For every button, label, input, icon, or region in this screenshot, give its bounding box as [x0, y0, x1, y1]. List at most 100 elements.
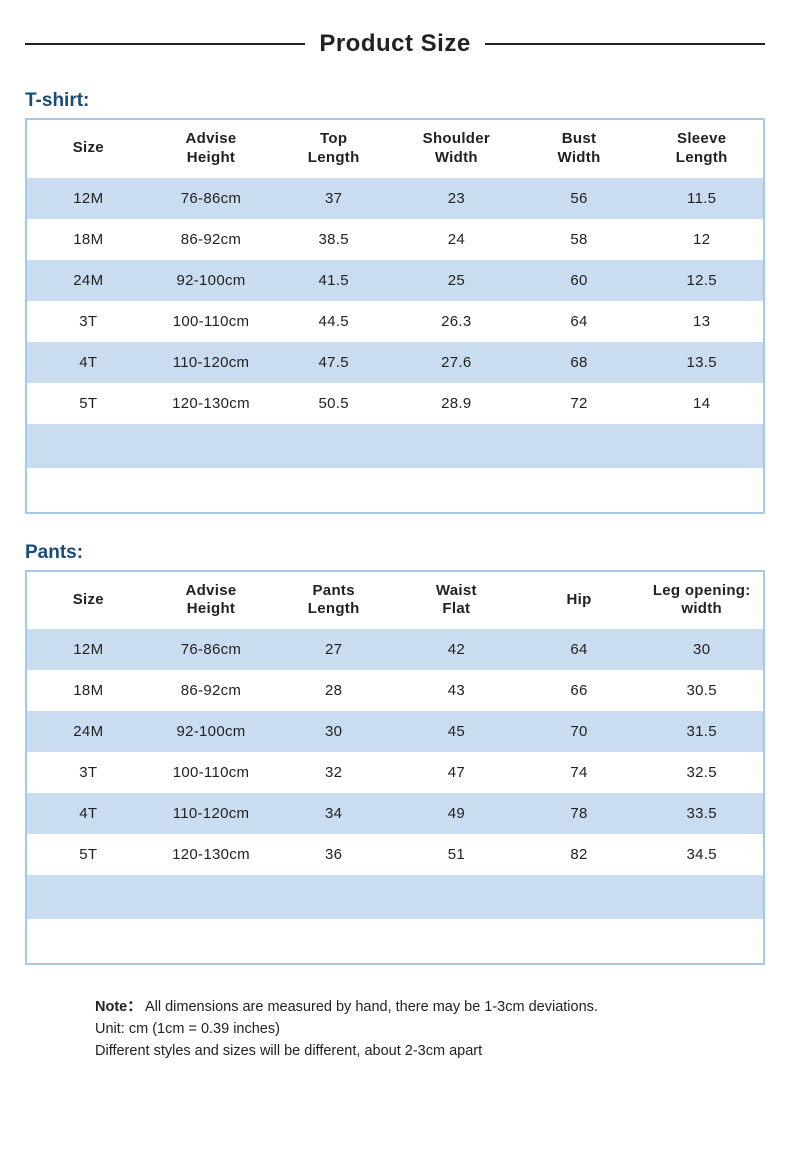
table-cell: 12M	[27, 178, 150, 219]
table-cell: 33.5	[640, 793, 763, 834]
table-cell: 24M	[27, 711, 150, 752]
table-cell: 31.5	[640, 711, 763, 752]
table-cell: 28	[272, 670, 395, 711]
title-line-right	[485, 43, 765, 45]
table-cell: 4T	[27, 793, 150, 834]
table-row: 12M76-86cm37235611.5	[27, 178, 763, 219]
pants-table: SizeAdvise HeightPants LengthWaist FlatH…	[25, 570, 765, 966]
table-header: SizeAdvise HeightTop LengthShoulder Widt…	[27, 120, 763, 178]
table-cell: 92-100cm	[150, 260, 273, 301]
table-row: 24M92-100cm41.5256012.5	[27, 260, 763, 301]
table-cell: 24	[395, 219, 518, 260]
table-cell: 76-86cm	[150, 178, 273, 219]
table-cell: 5T	[27, 383, 150, 424]
table-cell: 3T	[27, 752, 150, 793]
note-line2: Unit: cm (1cm = 0.39 inches)	[95, 1021, 280, 1037]
title-line-left	[25, 43, 305, 45]
table-cell: 12	[640, 219, 763, 260]
column-header: Size	[27, 581, 150, 620]
table-cell: 30	[272, 711, 395, 752]
column-header: Leg opening: width	[640, 572, 763, 630]
note-label: Note：	[95, 999, 142, 1015]
table-cell: 32.5	[640, 752, 763, 793]
empty-band	[27, 919, 763, 963]
table-cell: 47.5	[272, 342, 395, 383]
table-row: 5T120-130cm36518234.5	[27, 834, 763, 875]
empty-band	[27, 424, 763, 468]
table-cell: 110-120cm	[150, 793, 273, 834]
table-row: 12M76-86cm27426430	[27, 629, 763, 670]
table-cell: 78	[518, 793, 641, 834]
column-header: Advise Height	[150, 572, 273, 630]
table-cell: 36	[272, 834, 395, 875]
column-header: Pants Length	[272, 572, 395, 630]
table-cell: 66	[518, 670, 641, 711]
table-cell: 13	[640, 301, 763, 342]
table-cell: 49	[395, 793, 518, 834]
table-cell: 30.5	[640, 670, 763, 711]
table-cell: 51	[395, 834, 518, 875]
column-header: Shoulder Width	[395, 120, 518, 178]
column-header: Advise Height	[150, 120, 273, 178]
table-cell: 24M	[27, 260, 150, 301]
table-row: 18M86-92cm38.5245812	[27, 219, 763, 260]
table-cell: 11.5	[640, 178, 763, 219]
table-cell: 110-120cm	[150, 342, 273, 383]
note-line3: Different styles and sizes will be diffe…	[95, 1043, 482, 1059]
table-row: 3T100-110cm32477432.5	[27, 752, 763, 793]
table-cell: 74	[518, 752, 641, 793]
table-cell: 13.5	[640, 342, 763, 383]
table-cell: 120-130cm	[150, 834, 273, 875]
table-cell: 100-110cm	[150, 301, 273, 342]
table-cell: 64	[518, 629, 641, 670]
table-cell: 41.5	[272, 260, 395, 301]
table-cell: 43	[395, 670, 518, 711]
table-cell: 76-86cm	[150, 629, 273, 670]
column-header: Top Length	[272, 120, 395, 178]
table-row: 4T110-120cm34497833.5	[27, 793, 763, 834]
table-cell: 14	[640, 383, 763, 424]
table-cell: 12M	[27, 629, 150, 670]
table-cell: 28.9	[395, 383, 518, 424]
column-header: Waist Flat	[395, 572, 518, 630]
table-cell: 5T	[27, 834, 150, 875]
column-header: Hip	[518, 581, 641, 620]
table-cell: 27.6	[395, 342, 518, 383]
tshirt-table: SizeAdvise HeightTop LengthShoulder Widt…	[25, 118, 765, 514]
empty-band	[27, 468, 763, 512]
table-cell: 26.3	[395, 301, 518, 342]
tshirt-label: T-shirt:	[25, 90, 765, 112]
table-cell: 32	[272, 752, 395, 793]
table-cell: 4T	[27, 342, 150, 383]
table-cell: 18M	[27, 219, 150, 260]
table-cell: 50.5	[272, 383, 395, 424]
table-row: 5T120-130cm50.528.97214	[27, 383, 763, 424]
table-row: 4T110-120cm47.527.66813.5	[27, 342, 763, 383]
column-header: Size	[27, 129, 150, 168]
table-cell: 64	[518, 301, 641, 342]
table-header: SizeAdvise HeightPants LengthWaist FlatH…	[27, 572, 763, 630]
table-cell: 27	[272, 629, 395, 670]
table-cell: 34.5	[640, 834, 763, 875]
table-cell: 92-100cm	[150, 711, 273, 752]
pants-label: Pants:	[25, 542, 765, 564]
table-cell: 86-92cm	[150, 670, 273, 711]
empty-band	[27, 875, 763, 919]
page-title: Product Size	[319, 30, 470, 58]
table-cell: 82	[518, 834, 641, 875]
table-cell: 58	[518, 219, 641, 260]
table-cell: 37	[272, 178, 395, 219]
table-cell: 18M	[27, 670, 150, 711]
table-cell: 3T	[27, 301, 150, 342]
table-cell: 23	[395, 178, 518, 219]
table-cell: 34	[272, 793, 395, 834]
column-header: Bust Width	[518, 120, 641, 178]
table-cell: 12.5	[640, 260, 763, 301]
table-cell: 100-110cm	[150, 752, 273, 793]
table-cell: 70	[518, 711, 641, 752]
table-cell: 120-130cm	[150, 383, 273, 424]
table-cell: 42	[395, 629, 518, 670]
table-cell: 72	[518, 383, 641, 424]
table-cell: 60	[518, 260, 641, 301]
table-cell: 45	[395, 711, 518, 752]
